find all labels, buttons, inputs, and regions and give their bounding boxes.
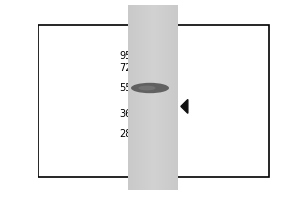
Text: 36: 36: [120, 109, 132, 119]
Text: 55: 55: [120, 83, 132, 93]
Text: 95: 95: [120, 51, 132, 61]
Text: 28: 28: [120, 129, 132, 139]
Ellipse shape: [131, 83, 169, 93]
Polygon shape: [181, 99, 188, 113]
Bar: [137, 28, 176, 170]
Text: 72: 72: [120, 63, 132, 73]
Text: (-): (-): [142, 161, 150, 170]
Text: (+): (+): [157, 161, 169, 170]
Ellipse shape: [138, 86, 156, 90]
